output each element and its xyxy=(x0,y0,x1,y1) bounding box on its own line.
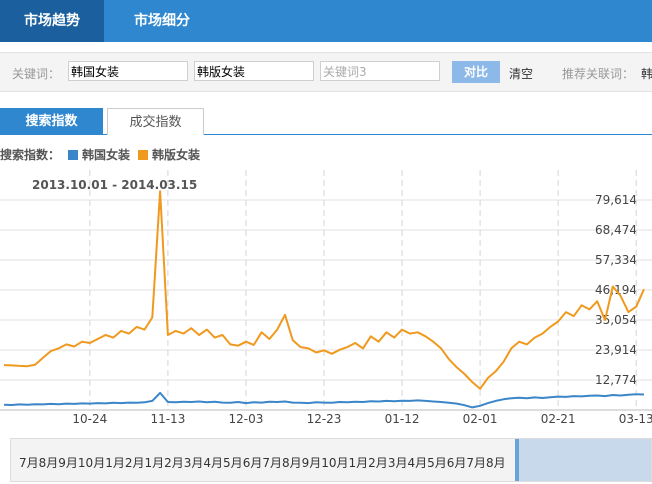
x-tick-label: 12-23 xyxy=(307,412,342,426)
navigator-label: 2月 xyxy=(368,456,388,470)
y-tick-label: 23,914 xyxy=(595,343,637,357)
keyword-label: 关键词： xyxy=(12,67,61,81)
legend-entry: 韩国女装 xyxy=(82,148,131,162)
navigator-label: 6月 xyxy=(242,456,263,470)
y-tick-label: 35,054 xyxy=(595,313,637,327)
navigator-label: 6月 xyxy=(446,456,467,470)
keyword-input[interactable]: 韩国女装 xyxy=(68,61,188,81)
navigator-label: 3月 xyxy=(387,456,408,470)
legend-swatch xyxy=(138,150,149,160)
navigator-label: 8月 xyxy=(486,456,506,470)
plot-background xyxy=(0,170,652,432)
compare-button[interactable]: 对比 xyxy=(452,61,500,83)
date-range: 2013.10.01 - 2014.03.15 xyxy=(32,178,197,192)
legend: 搜索指数： 韩国女装 韩版女装 xyxy=(0,146,200,163)
navigator-label: 7月 xyxy=(262,456,282,470)
tab[interactable]: 市场细分 xyxy=(134,13,190,29)
y-tick-label: 68,474 xyxy=(595,223,637,237)
y-tick-label: 57,334 xyxy=(595,253,637,267)
tab[interactable]: 市场趋势 xyxy=(0,0,104,42)
x-tick-label: 02-01 xyxy=(463,412,498,426)
y-tick-label: 12,774 xyxy=(595,373,637,387)
clear-link[interactable]: 清空 xyxy=(509,67,534,81)
navigator-label: 3月 xyxy=(183,456,204,470)
navigator-label: 9月 xyxy=(58,456,78,470)
x-tick-label: 01-12 xyxy=(385,412,420,426)
navigator-label: 10月 xyxy=(77,456,106,470)
related-label: 推荐关联词： xyxy=(562,67,635,81)
related-word[interactable]: 韩 xyxy=(641,67,652,81)
legend-items: 韩国女装 韩版女装 xyxy=(60,148,200,162)
navigator-label: 2月 xyxy=(164,456,184,470)
y-tick-label: 79,614 xyxy=(595,193,637,207)
x-tick-label: 10-24 xyxy=(72,412,107,426)
navigator-label: 4月 xyxy=(203,456,224,470)
x-tick-label: 02-21 xyxy=(541,412,576,426)
navigator-label: 1月 xyxy=(105,456,125,470)
navigator-label: 5月 xyxy=(427,456,447,470)
navigator-label: 8月 xyxy=(38,456,59,470)
subtab[interactable]: 搜索指数 xyxy=(0,108,103,135)
navigator-labels: 7月8月9月10月1月2月1月2月3月4月5月6月7月8月9月10月1月2月3月… xyxy=(19,454,506,471)
navigator: 7月8月9月10月1月2月1月2月3月4月5月6月7月8月9月10月1月2月3月… xyxy=(10,438,652,482)
navigator-label: 9月 xyxy=(301,456,322,470)
subtab[interactable]: 成交指数 xyxy=(107,108,204,135)
top-tab-bar: 市场趋势 市场细分 xyxy=(0,0,652,42)
legend-entry: 韩版女装 xyxy=(152,148,201,162)
series-line xyxy=(3,391,645,409)
legend-swatch xyxy=(68,150,79,160)
navigator-label: 1月 xyxy=(144,456,165,470)
keyword-input[interactable]: 关键词3 xyxy=(320,61,440,81)
navigator-label: 7月 xyxy=(466,456,487,470)
legend-label: 搜索指数： xyxy=(0,148,61,162)
x-tick-label: 12-03 xyxy=(229,412,264,426)
navigator-label: 10月 xyxy=(321,456,349,470)
navigator-label: 2月 xyxy=(124,456,145,470)
navigator-handle[interactable] xyxy=(515,439,651,481)
navigator-label: 8月 xyxy=(281,456,302,470)
subtab-rule xyxy=(0,134,652,135)
keyword-input[interactable]: 韩版女装 xyxy=(194,61,314,81)
navigator-label: 4月 xyxy=(407,456,428,470)
navigator-label: 7月 xyxy=(19,456,39,470)
x-tick-label: 03-13 xyxy=(619,412,652,426)
chart: 2013.10.01 - 2014.03.15 12,774 23,914 35,0… xyxy=(0,170,652,432)
series-line xyxy=(3,190,645,390)
navigator-label: 5月 xyxy=(223,456,243,470)
search-row: 关键词： 韩国女装 韩版女装 关键词3 对比 清空 推荐关联词： 韩 xyxy=(0,52,652,92)
navigator-label: 1月 xyxy=(348,456,369,470)
x-tick-label: 11-13 xyxy=(150,412,185,426)
